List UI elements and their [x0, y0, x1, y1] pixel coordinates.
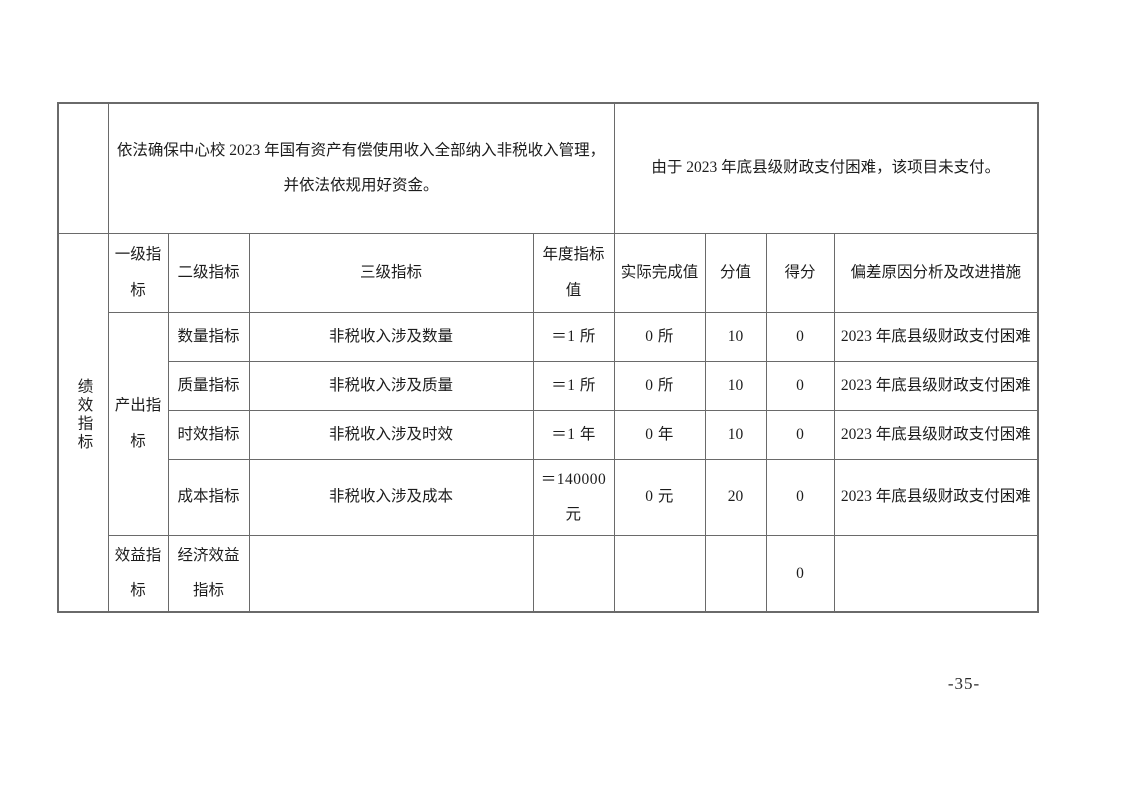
performance-indicator-table: 依法确保中心校 2023 年国有资产有偿使用收入全部纳入非税收入管理， 并依法依…	[57, 102, 1040, 614]
table-header-row: 绩效指标 一级指标 二级指标 三级指标 年度指标值 实际完成值 分值 得分 偏差…	[57, 232, 1039, 613]
deviation-cell	[833, 534, 1039, 613]
group-label-cell: 绩效指标	[57, 232, 109, 613]
level2-cell: 成本指标	[167, 458, 250, 536]
actual-cell: 0 年	[613, 409, 706, 460]
table-row: 成本指标 非税收入涉及成本 ＝140000 元 0 元 20 0 2023 年底…	[58, 458, 1039, 536]
summary-right-cell: 由于 2023 年底县级财政支付困难，该项目未支付。	[613, 102, 1039, 234]
points-cell: 20	[704, 458, 767, 536]
actual-cell: 0 所	[613, 360, 706, 411]
header-level1: 一级指标	[107, 232, 169, 313]
summary-right-text: 由于 2023 年底县级财政支付困难，该项目未支付。	[651, 159, 1001, 177]
table-row: 时效指标 非税收入涉及时效 ＝1 年 0 年 10 0 2023 年底县级财政支…	[58, 409, 1039, 460]
level3-cell: 非税收入涉及数量	[248, 311, 534, 362]
actual-cell: 0 所	[613, 311, 706, 362]
points-cell: 10	[704, 409, 767, 460]
header-annual-target: 年度指标值	[532, 232, 615, 313]
header-level3: 三级指标	[248, 232, 534, 313]
deviation-cell: 2023 年底县级财政支付困难	[833, 311, 1039, 362]
level2-cell: 质量指标	[167, 360, 250, 411]
actual-cell: 0 元	[613, 458, 706, 536]
table-row: 质量指标 非税收入涉及质量 ＝1 所 0 所 10 0 2023 年底县级财政支…	[58, 360, 1039, 411]
summary-left-cell: 依法确保中心校 2023 年国有资产有偿使用收入全部纳入非税收入管理， 并依法依…	[107, 102, 615, 234]
level3-cell	[248, 534, 534, 613]
level1-group-cell: 产出指标	[107, 311, 169, 536]
summary-row: 依法确保中心校 2023 年国有资产有偿使用收入全部纳入非税收入管理， 并依法依…	[57, 102, 1039, 234]
score-cell: 0	[765, 409, 835, 460]
score-cell: 0	[765, 311, 835, 362]
level2-cell: 经济效益指标	[167, 534, 250, 613]
header-score: 得分	[765, 232, 835, 313]
table-row: 产出指标 数量指标 非税收入涉及数量 ＝1 所 0 所 10 0 2023 年底…	[58, 311, 1039, 536]
header-points: 分值	[704, 232, 767, 313]
summary-left-line2: 并依法依规用好资金。	[283, 177, 439, 195]
level2-cell: 数量指标	[167, 311, 250, 362]
points-cell: 10	[704, 360, 767, 411]
level2-cell: 时效指标	[167, 409, 250, 460]
score-cell: 0	[765, 534, 835, 613]
level3-cell: 非税收入涉及质量	[248, 360, 534, 411]
score-cell: 0	[765, 458, 835, 536]
page-number: -35-	[947, 674, 981, 693]
header-level2: 二级指标	[167, 232, 250, 313]
corner-empty-cell	[57, 102, 109, 234]
deviation-cell: 2023 年底县级财政支付困难	[833, 360, 1039, 411]
score-cell: 0	[765, 360, 835, 411]
header-actual-value: 实际完成值	[613, 232, 706, 313]
table-row: 效益指标 经济效益指标 0	[58, 534, 1039, 613]
target-cell: ＝1 所	[532, 311, 615, 362]
deviation-cell: 2023 年底县级财政支付困难	[833, 409, 1039, 460]
target-cell: ＝1 年	[532, 409, 615, 460]
group-label: 绩效指标	[75, 378, 93, 453]
level1-group-cell: 效益指标	[107, 534, 169, 613]
deviation-cell: 2023 年底县级财政支付困难	[833, 458, 1039, 536]
header-deviation: 偏差原因分析及改进措施	[833, 232, 1039, 313]
target-cell: ＝1 所	[532, 360, 615, 411]
level3-cell: 非税收入涉及成本	[248, 458, 534, 536]
points-cell	[704, 534, 767, 613]
target-cell	[532, 534, 615, 613]
summary-left-line1: 依法确保中心校 2023 年国有资产有偿使用收入全部纳入非税收入管理，	[116, 141, 606, 159]
points-cell: 10	[704, 311, 767, 362]
actual-cell	[613, 534, 706, 613]
target-cell: ＝140000 元	[532, 458, 615, 536]
level3-cell: 非税收入涉及时效	[248, 409, 534, 460]
